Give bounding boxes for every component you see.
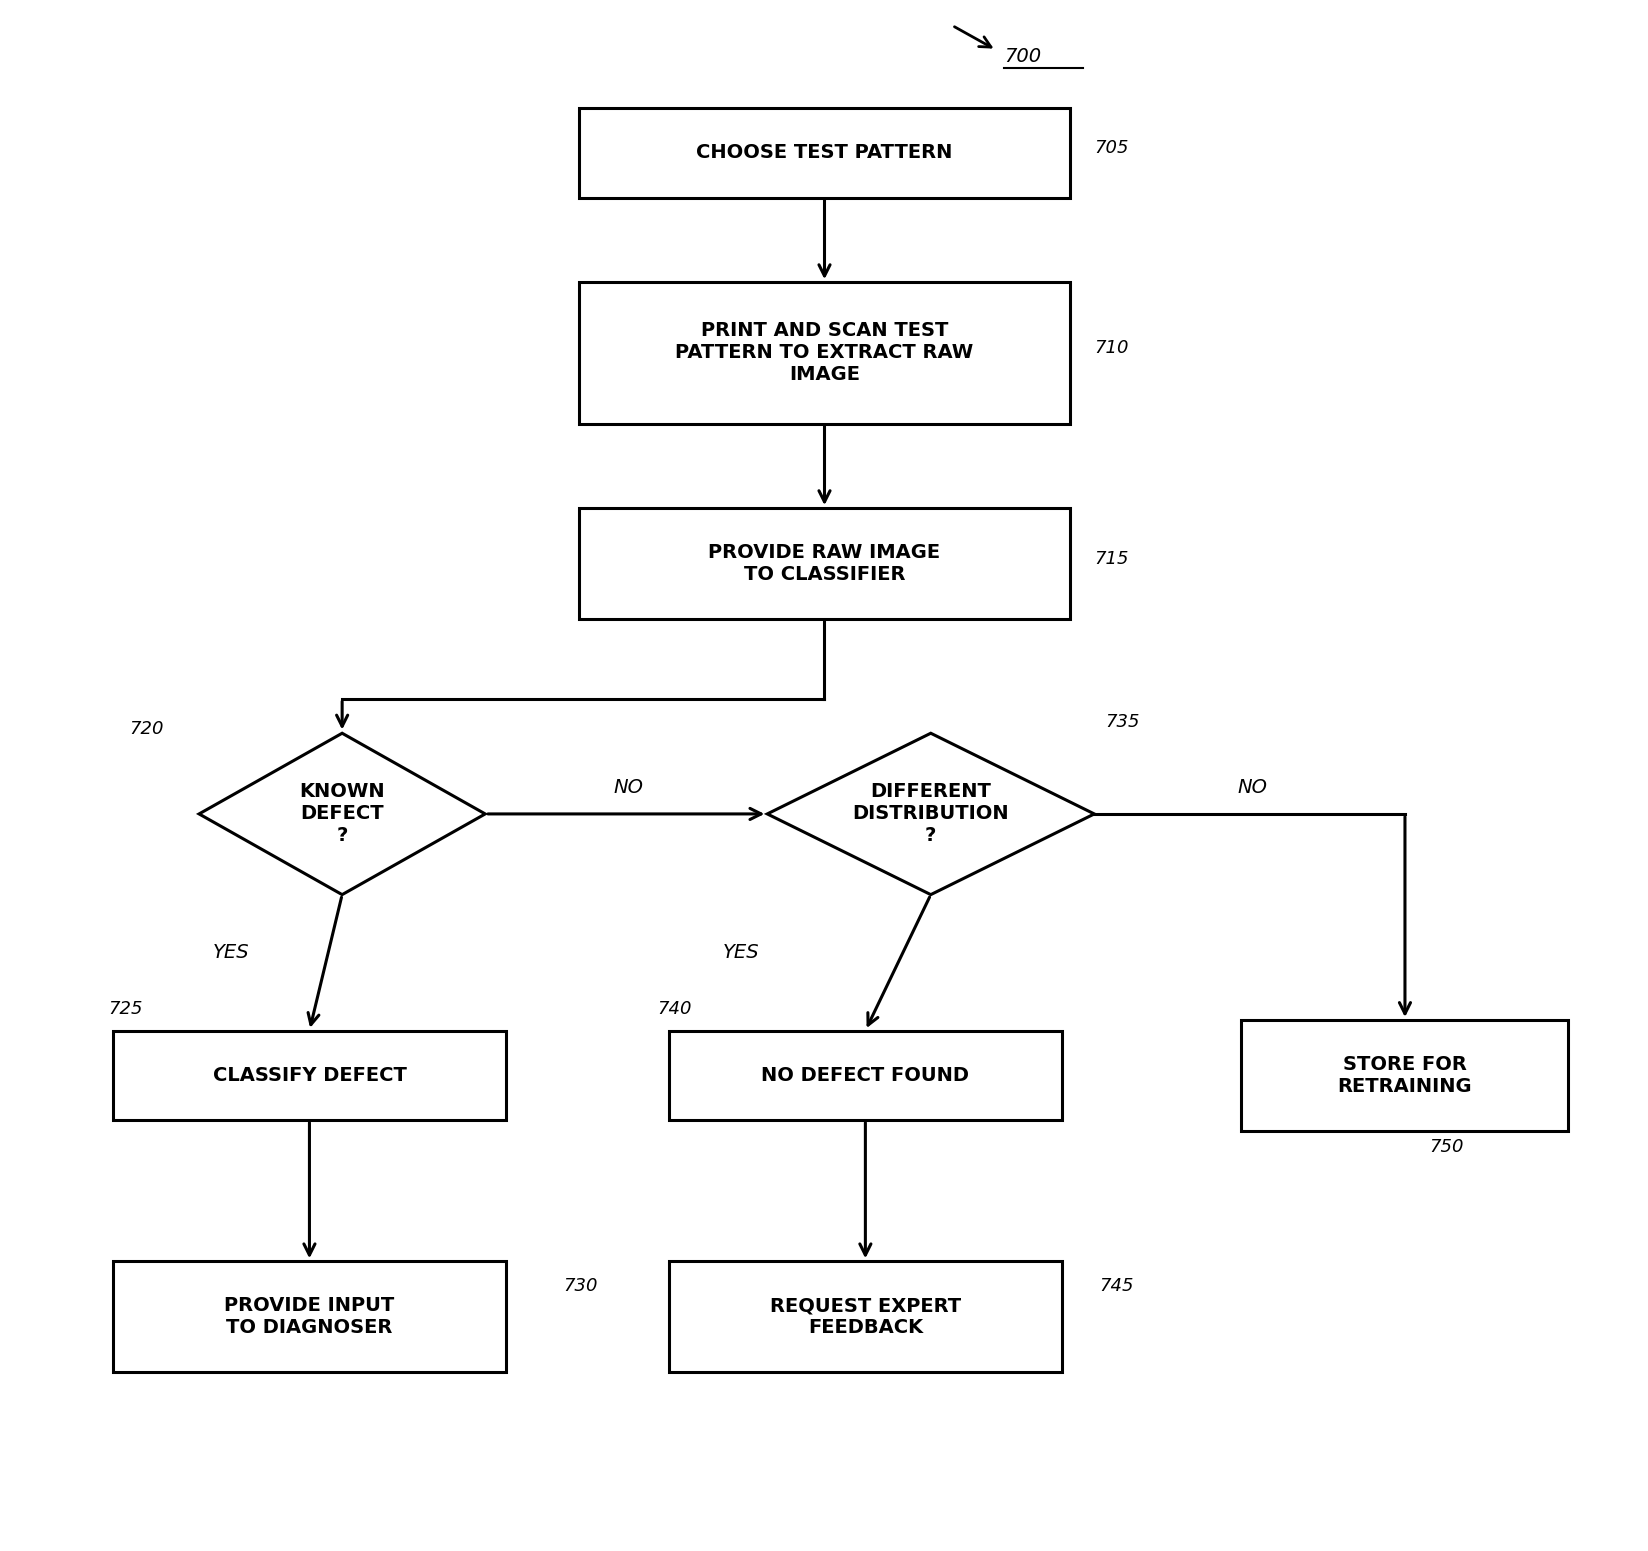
Text: 745: 745 (1099, 1276, 1134, 1295)
FancyBboxPatch shape (1241, 1021, 1567, 1131)
Text: 715: 715 (1094, 549, 1129, 568)
Polygon shape (199, 734, 485, 895)
Text: CHOOSE TEST PATTERN: CHOOSE TEST PATTERN (695, 144, 953, 163)
Text: 720: 720 (130, 720, 165, 738)
Text: 700: 700 (1004, 47, 1042, 65)
Text: CLASSIFY DEFECT: CLASSIFY DEFECT (213, 1066, 405, 1084)
FancyBboxPatch shape (669, 1261, 1061, 1373)
Text: PROVIDE INPUT
TO DIAGNOSER: PROVIDE INPUT TO DIAGNOSER (224, 1297, 394, 1337)
FancyBboxPatch shape (578, 282, 1070, 423)
Text: DIFFERENT
DISTRIBUTION
?: DIFFERENT DISTRIBUTION ? (852, 782, 1009, 845)
Text: 730: 730 (562, 1276, 597, 1295)
Text: REQUEST EXPERT
FEEDBACK: REQUEST EXPERT FEEDBACK (770, 1297, 961, 1337)
Polygon shape (766, 734, 1094, 895)
Text: PRINT AND SCAN TEST
PATTERN TO EXTRACT RAW
IMAGE: PRINT AND SCAN TEST PATTERN TO EXTRACT R… (676, 321, 972, 385)
Text: 705: 705 (1094, 140, 1129, 157)
Text: 750: 750 (1429, 1138, 1463, 1157)
Text: 735: 735 (1106, 713, 1139, 731)
Text: STORE FOR
RETRAINING: STORE FOR RETRAINING (1337, 1055, 1472, 1095)
Text: YES: YES (213, 943, 249, 962)
FancyBboxPatch shape (578, 109, 1070, 197)
Text: NO: NO (1238, 779, 1267, 797)
Text: PROVIDE RAW IMAGE
TO CLASSIFIER: PROVIDE RAW IMAGE TO CLASSIFIER (709, 543, 939, 583)
Text: 710: 710 (1094, 340, 1129, 357)
Text: YES: YES (722, 943, 758, 962)
Text: KNOWN
DEFECT
?: KNOWN DEFECT ? (300, 782, 384, 845)
Text: 740: 740 (658, 1000, 692, 1017)
Text: NO: NO (613, 779, 643, 797)
Text: 725: 725 (109, 1000, 143, 1017)
FancyBboxPatch shape (114, 1261, 506, 1373)
Text: NO DEFECT FOUND: NO DEFECT FOUND (761, 1066, 969, 1084)
FancyBboxPatch shape (669, 1031, 1061, 1120)
FancyBboxPatch shape (578, 509, 1070, 619)
FancyBboxPatch shape (114, 1031, 506, 1120)
